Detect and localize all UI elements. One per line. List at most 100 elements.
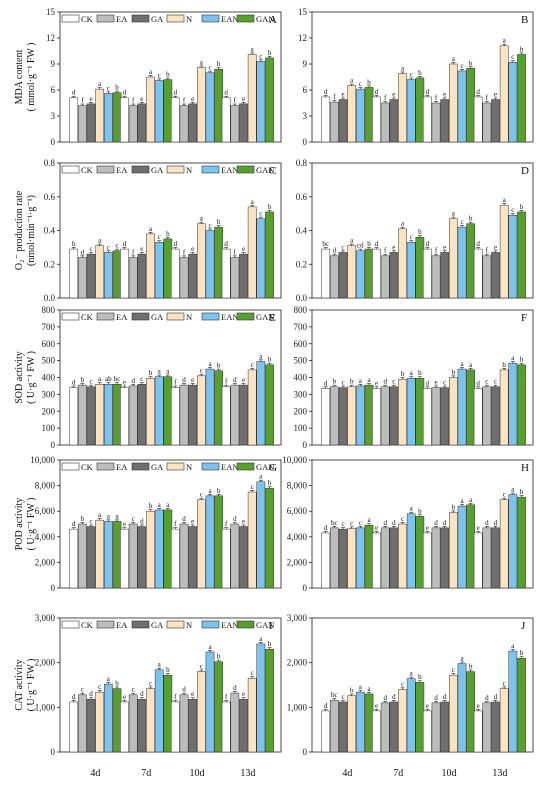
bar-ck-4d <box>69 248 79 299</box>
bar-ean-4d <box>356 691 365 753</box>
significance-label: e <box>426 702 429 710</box>
legend-label-n: N <box>186 165 192 175</box>
significance-label: c <box>115 242 118 250</box>
bar-ck-13d <box>473 96 483 143</box>
bar-ea-7d <box>128 257 138 299</box>
bar-ea-10d <box>431 255 441 299</box>
legend-label-ean: EAN <box>221 620 238 630</box>
bar-ean-7d <box>154 242 164 299</box>
legend-swatch-ea <box>96 165 115 174</box>
bar-gan-7d <box>415 77 425 143</box>
y-tick-label: 3 <box>51 111 56 121</box>
panel-letter: B <box>521 14 528 26</box>
bar-ck-10d <box>171 248 180 299</box>
significance-label: a <box>460 654 464 662</box>
significance-label: b <box>418 228 422 236</box>
bar-gan-7d <box>415 237 425 299</box>
significance-label: c <box>341 520 344 528</box>
bar-ck-13d <box>221 528 231 589</box>
significance-label: e <box>392 243 395 251</box>
significance-label: a <box>460 360 464 368</box>
bar-ean-13d <box>256 61 266 143</box>
bar-ean-4d <box>104 521 113 589</box>
significance-label: a <box>401 220 405 228</box>
bar-ck-10d <box>171 387 180 446</box>
legend-swatch-gan <box>236 165 255 174</box>
bar-gan-10d <box>466 671 476 753</box>
significance-label: d <box>494 519 498 527</box>
panel-letter: D <box>521 165 529 177</box>
significance-label: b <box>166 71 170 79</box>
significance-label: c <box>410 233 413 241</box>
significance-label: e <box>392 90 395 98</box>
bar-gan-10d <box>466 223 476 299</box>
bar-ea-7d <box>380 386 390 446</box>
y-tick-label: 700 <box>42 322 56 332</box>
legend-swatch-n <box>166 620 185 629</box>
bar-gan-4d <box>112 688 122 753</box>
significance-label: b <box>268 479 272 487</box>
bar-n-10d <box>197 223 206 299</box>
legend-swatch-ck <box>61 165 80 174</box>
legend-label-ga: GA <box>151 620 164 630</box>
significance-label: a <box>359 377 363 385</box>
panel-letter: E <box>269 312 276 324</box>
legend-label-gan: GAN <box>256 462 274 472</box>
significance-label: b <box>418 507 422 515</box>
bar-ck-7d <box>120 97 129 143</box>
bar-ck-13d <box>473 388 483 446</box>
bar-gan-7d <box>163 79 173 143</box>
significance-label: b <box>367 240 371 248</box>
bar-ga-10d <box>188 526 198 589</box>
significance-label: c <box>259 210 262 218</box>
significance-label: c <box>259 52 262 60</box>
bar-gan-4d <box>364 384 374 446</box>
y-tick-label: 100 <box>294 423 308 433</box>
legend-swatch-ean <box>201 620 220 629</box>
significance-label: d <box>324 702 328 710</box>
significance-label: b <box>115 84 119 92</box>
bar-ean-4d <box>104 252 113 299</box>
significance-label: d <box>426 379 430 387</box>
bar-ga-13d <box>491 252 500 299</box>
bar-ga-13d <box>239 526 248 589</box>
significance-label: d <box>182 686 186 694</box>
legend-swatch-ck <box>61 312 80 321</box>
significance-label: d <box>476 240 480 248</box>
significance-label: b <box>520 45 524 53</box>
bar-ga-7d <box>389 252 399 299</box>
bar-gan-7d <box>163 376 173 446</box>
bar-ck-7d <box>120 248 129 299</box>
bar-ean-13d <box>508 494 518 589</box>
significance-label: b <box>469 215 473 223</box>
y-tick-label: 800 <box>42 305 56 315</box>
bar-ea-7d <box>380 527 390 589</box>
bar-gan-13d <box>265 211 274 299</box>
significance-label: a <box>367 376 371 384</box>
bar-ga-10d <box>440 387 450 446</box>
significance-label: d <box>434 694 438 702</box>
significance-label: a <box>208 487 212 495</box>
y-axis-label: POD activity( U·g⁻¹ FW ) <box>14 498 37 551</box>
y-tick-label: 500 <box>42 356 56 366</box>
bar-gan-4d <box>112 250 122 299</box>
significance-label: f <box>132 97 135 105</box>
significance-label: b <box>452 503 456 511</box>
bar-gan-7d <box>415 516 425 589</box>
panel-letter: H <box>521 462 529 474</box>
significance-label: c <box>401 515 404 523</box>
bar-ean-4d <box>104 93 113 143</box>
bar-ean-4d <box>356 88 365 143</box>
y-tick-label: 200 <box>294 406 308 416</box>
bar-ea-4d <box>78 257 87 299</box>
significance-label: b <box>217 653 221 661</box>
significance-label: d <box>485 519 489 527</box>
bar-ea-7d <box>380 102 390 143</box>
bar-ea-7d <box>128 105 138 143</box>
significance-label: c <box>200 662 203 670</box>
legend-label-gan: GAN <box>256 620 274 630</box>
bar-n-4d <box>95 245 105 299</box>
legend-label-ean: EAN <box>221 14 238 24</box>
bar-ga-7d <box>137 699 147 753</box>
